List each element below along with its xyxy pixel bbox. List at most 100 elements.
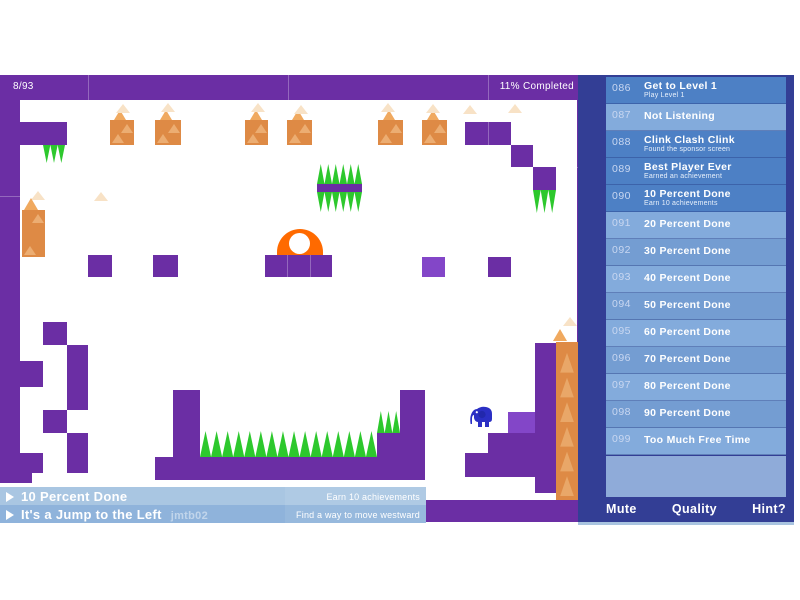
achievement-text: 10 Percent Done Earn 10 achievements (644, 185, 786, 211)
platform-block (43, 410, 67, 433)
platform-block (535, 343, 557, 493)
achievement-subtitle: Found the sponsor screen (644, 146, 731, 153)
climbing-wall-cap (553, 329, 567, 341)
platform-block (488, 433, 535, 477)
platform-block (465, 453, 488, 477)
ghost-triangle (161, 103, 175, 112)
achievement-text: 80 Percent Done (644, 374, 786, 400)
achievement-title: Clink Clash Clink (644, 134, 735, 146)
platform-block (0, 453, 43, 473)
platform-block (465, 122, 511, 145)
achievement-number: 089 (612, 163, 632, 175)
ghost-triangle (31, 191, 45, 200)
achievement-text: Not Listening (644, 104, 786, 130)
achievement-row: 094 50 Percent Done (606, 293, 786, 320)
achievement-number: 086 (612, 82, 632, 94)
achievement-text: Too Much Free Time (644, 428, 786, 454)
achievement-number: 097 (612, 379, 632, 391)
achievement-title: 30 Percent Done (644, 245, 731, 257)
ghost-triangle (426, 104, 440, 113)
achievement-title: Not Listening (644, 110, 715, 122)
pit-step (377, 433, 400, 457)
wall-seam (310, 255, 311, 277)
achievement-row: 090 10 Percent Done Earn 10 achievements (606, 185, 786, 212)
achievement-title: 10 Percent Done (644, 188, 731, 200)
ghost-triangle (381, 103, 395, 112)
achievement-row: 089 Best Player Ever Earned an achievement (606, 158, 786, 185)
achievement-number: 091 (612, 217, 632, 229)
platform-block (43, 322, 67, 345)
ghost-triangle (463, 105, 477, 114)
achievement-row: 087 Not Listening (606, 104, 786, 131)
achievement-subtitle: Play Level 1 (644, 92, 685, 99)
achievement-text: Best Player Ever Earned an achievement (644, 158, 786, 184)
spikes-down (533, 190, 556, 213)
elephant-sprite (470, 406, 492, 427)
platform-block (511, 145, 533, 167)
sidebar-empty-panel (606, 456, 786, 497)
platform-block (422, 257, 445, 277)
achievement-title: 80 Percent Done (644, 380, 731, 392)
crate-cap-triangle (114, 110, 126, 120)
achievement-number: 095 (612, 325, 632, 337)
sidebar-buttons: Mute Quality Hint? (606, 498, 786, 520)
achievement-title: 90 Percent Done (644, 407, 731, 419)
platform-block (67, 433, 88, 473)
crate-block (422, 120, 447, 145)
floor-block (420, 500, 595, 522)
crate-cap-triangle (24, 198, 38, 210)
left-wall (0, 100, 20, 483)
achievement-number: 090 (612, 190, 632, 202)
hud-level-counter: 8/93 (13, 81, 34, 92)
crate-cap-triangle (427, 110, 439, 120)
platform-block (488, 257, 511, 277)
achievement-row: 099 Too Much Free Time (606, 428, 786, 455)
wall-seam (287, 255, 288, 277)
platform-block (20, 122, 67, 145)
crate-cap-triangle (292, 110, 304, 120)
achievement-text: 50 Percent Done (644, 293, 786, 319)
achievement-title: 70 Percent Done (644, 353, 731, 365)
achievement-number: 088 (612, 136, 632, 148)
achievement-text: Get to Level 1 Play Level 1 (644, 77, 786, 103)
achievement-subtitle: Earn 10 achievements (644, 200, 718, 207)
achievement-text: 70 Percent Done (644, 347, 786, 373)
achievement-title: 50 Percent Done (644, 299, 731, 311)
crate-block (22, 210, 45, 257)
spikes-up (377, 411, 400, 433)
achievement-number: 099 (612, 433, 632, 445)
dome-creature-eye (289, 233, 310, 254)
banner-subtitle-section (285, 505, 426, 523)
achievement-title: Too Much Free Time (644, 434, 751, 446)
achievement-row: 093 40 Percent Done (606, 266, 786, 293)
mute-button[interactable]: Mute (606, 502, 637, 516)
spikes-up (317, 164, 362, 184)
ghost-triangle (94, 192, 108, 201)
achievement-list: 086 Get to Level 1 Play Level 1 087 Not List… (606, 77, 786, 457)
platform-block (533, 167, 556, 190)
spikes-down (43, 145, 65, 163)
achievement-text: 40 Percent Done (644, 266, 786, 292)
crate-block (378, 120, 403, 145)
ghost-triangle (251, 103, 265, 112)
platform-block (153, 255, 178, 277)
crate-block (287, 120, 312, 145)
achievement-number: 096 (612, 352, 632, 364)
achievement-number: 093 (612, 271, 632, 283)
banner-subtitle-section (285, 487, 426, 505)
achievement-subtitle: Earned an achievement (644, 173, 723, 180)
crate-cap-triangle (160, 110, 172, 120)
platform-block (67, 345, 88, 410)
author-watermark: jmtb02 (170, 510, 208, 522)
achievement-banner: It's a Jump to the Left jmtb02 Find a way… (0, 505, 426, 523)
pit-left-tower (173, 390, 200, 457)
achievement-title: 40 Percent Done (644, 272, 731, 284)
ghost-triangle (116, 104, 130, 113)
spike-bar (317, 184, 362, 192)
achievement-title: Get to Level 1 (644, 80, 718, 92)
quality-button[interactable]: Quality (671, 502, 717, 516)
achievement-text: 90 Percent Done (644, 401, 786, 427)
achievement-row: 091 20 Percent Done (606, 212, 786, 239)
hint-button[interactable]: Hint? (752, 502, 786, 516)
